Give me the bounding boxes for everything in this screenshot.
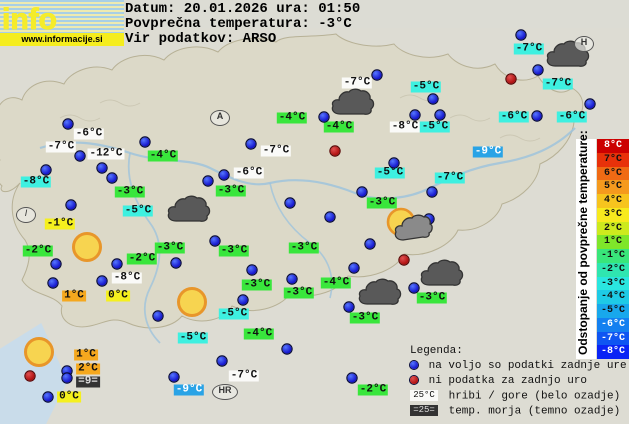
svg-text:info: info bbox=[2, 3, 57, 33]
